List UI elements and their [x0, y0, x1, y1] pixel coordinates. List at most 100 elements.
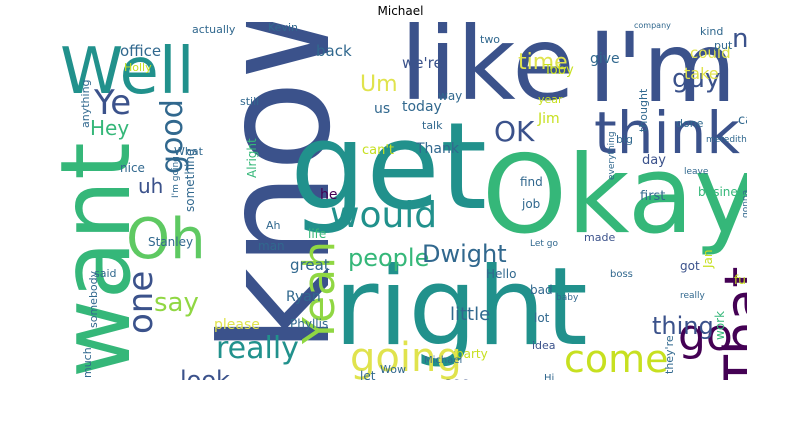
word-im-going: I'm going [171, 156, 181, 198]
word-stanley: Stanley [148, 235, 194, 249]
word-wow: Wow [380, 363, 406, 376]
word-hey: Hey [90, 116, 130, 140]
word-thought: thought [637, 88, 650, 132]
word-would: would [330, 195, 438, 236]
word-toby: Toby [544, 63, 574, 78]
word-could: could [690, 44, 731, 62]
word-kind: kind [700, 25, 724, 38]
word-cant: can't [362, 143, 395, 158]
word-leave: leave [684, 167, 709, 177]
word-time: time [518, 50, 568, 75]
word-get: get [290, 98, 488, 237]
word-right: right [334, 245, 588, 370]
word-holly: Holly [124, 61, 152, 74]
word-kevin: Kevin [268, 22, 298, 34]
word-come: come [564, 337, 669, 380]
word-well: Well [60, 35, 195, 109]
word-anything: anything [79, 79, 92, 128]
word-theyre: they're [663, 335, 676, 374]
word-lot: lot [534, 311, 550, 325]
word-jim: Jim [538, 111, 560, 127]
word-find: find [520, 175, 543, 189]
word-oh: Oh [126, 207, 206, 272]
word-party: party [456, 347, 488, 361]
word-were: we're [402, 54, 443, 72]
word-ye: Ye [94, 83, 132, 123]
word-nice: nice [120, 161, 145, 175]
word-way: way [438, 89, 463, 103]
word-said: said [94, 267, 117, 280]
word-michael: Michael [424, 355, 463, 366]
word-alright: Alright [245, 138, 259, 178]
word-see: see [444, 376, 470, 381]
word-today: today [402, 99, 442, 115]
word-thing: thing [652, 312, 714, 340]
word-man: man [258, 239, 285, 253]
word-jan: Jan [701, 249, 715, 269]
word-really-small: really [680, 291, 705, 301]
word-go: go [678, 310, 733, 361]
word-im: I'm [588, 22, 737, 124]
word-uh: uh [138, 174, 164, 198]
word-let: let [360, 369, 376, 380]
word-two: two [480, 33, 501, 46]
word-life: life [308, 227, 327, 241]
word-okay: Okay [482, 133, 747, 258]
word-phyllis: Phyllis [290, 317, 329, 331]
word-fun: fun [734, 273, 747, 287]
word-much: much [81, 347, 94, 378]
word-people: people [348, 244, 430, 272]
word-say: say [154, 288, 199, 318]
word-need: need [732, 24, 747, 54]
word-office: office [120, 42, 162, 60]
word-done: done [676, 117, 704, 130]
word-made: made [584, 231, 616, 244]
word-guy: guy [672, 64, 721, 94]
word-business: business [698, 185, 747, 199]
word-us: us [374, 101, 391, 117]
word-hi: Hi [544, 373, 555, 381]
word-gonna: gonna [741, 189, 747, 218]
word-meredith: meredith [706, 135, 747, 145]
word-thank: Thank [416, 141, 459, 157]
word-actually: actually [192, 23, 236, 36]
word-please: please [214, 317, 260, 333]
word-first: first [640, 189, 666, 204]
word-he: he [320, 187, 338, 203]
word-put: put [714, 39, 733, 52]
word-everything: everything [607, 131, 617, 180]
word-let-go: Let go [530, 239, 559, 249]
word-what: What [174, 145, 203, 158]
word-baby: baby [556, 293, 579, 303]
word-work: work [713, 310, 727, 340]
word-take: take [684, 64, 719, 83]
word-job: job [522, 197, 541, 211]
word-back: back [316, 42, 352, 60]
word-big: big [616, 133, 634, 146]
word-going: going [350, 335, 462, 380]
word-ok: OK [494, 115, 535, 148]
word-company: company [634, 22, 671, 30]
word-talk: talk [422, 119, 443, 132]
word-give: give [590, 51, 620, 67]
word-think: think [594, 99, 740, 167]
word-um: Um [360, 72, 398, 97]
word-ah: Ah [266, 219, 281, 232]
word-dwight: Dwight [422, 240, 507, 268]
figure-title: Michael [377, 4, 424, 18]
word-look: look [180, 366, 230, 380]
word-one: one [121, 270, 161, 334]
word-got: got [680, 259, 700, 273]
word-great: great [290, 256, 330, 274]
word-hello: Hello [486, 267, 517, 281]
word-little: little [450, 304, 491, 325]
word-like: like [400, 22, 575, 124]
word-day: day [642, 153, 666, 168]
word-cloud: know Okay right get like I'm want Well t… [54, 22, 747, 380]
word-idea: idea [532, 339, 556, 352]
word-call: call [738, 113, 747, 128]
word-bad: bad [530, 283, 553, 297]
word-really: really [216, 331, 299, 366]
word-ryan: Ryan [286, 289, 321, 305]
word-year: year [538, 93, 563, 106]
